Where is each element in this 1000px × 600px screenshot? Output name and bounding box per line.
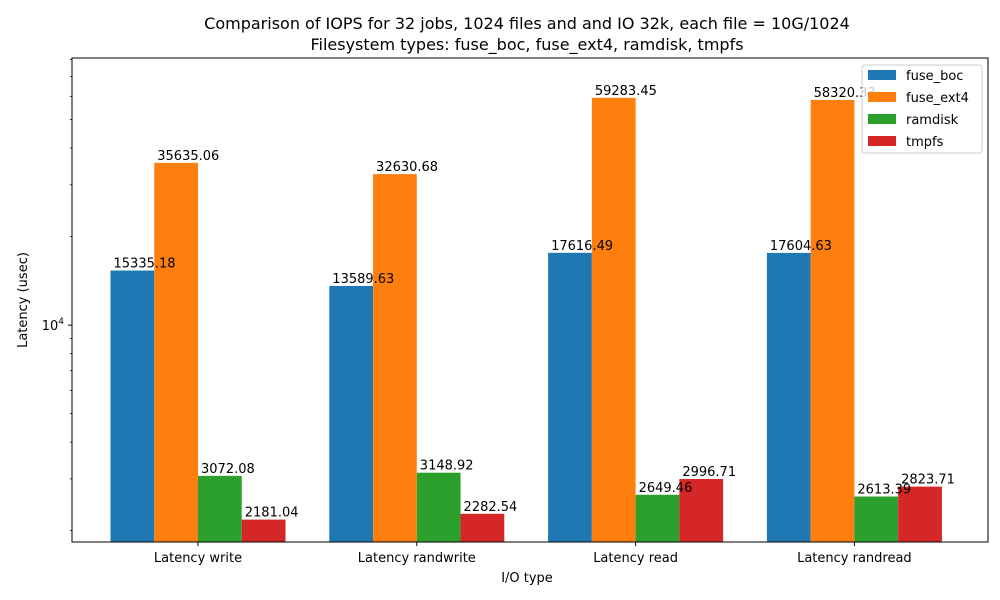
bar-value-label: 17616.49 [551,239,613,254]
legend: fuse_boc fuse_ext4 ramdisk tmpfs [861,64,983,154]
x-axis: Latency write Latency randwrite Latency re… [154,542,912,566]
value-labels-layer: 15335.18 35635.06 3072.08 2181.04 13589.63 32… [114,84,955,521]
bar-fuse-boc-latency-write [110,270,155,542]
bar-value-label: 2996.71 [682,465,736,480]
chart-title-line-2: Filesystem types: fuse_boc, fuse_ext4, r… [310,35,743,55]
bar-value-label: 32630.68 [376,160,438,175]
bar-value-label: 3148.92 [420,459,474,474]
bar-fuse-ext4-latency-read [591,97,636,543]
bar-fuse-ext4-latency-write [154,162,198,543]
x-tick-label: Latency read [593,551,678,566]
x-tick-label: Latency write [154,551,242,566]
bar-tmpfs-latency-write [241,519,286,542]
plot-frame [71,57,989,543]
bar-value-label: 58320.33 [814,86,876,101]
chart-title-line-1: Comparison of IOPS for 32 jobs, 1024 fil… [204,14,850,33]
legend-swatch-tmpfs [868,136,896,146]
bar-value-label: 2282.54 [464,500,518,515]
legend-swatch-ramdisk [868,114,896,124]
bar-fuse-ext4-latency-randread [810,99,855,542]
x-axis-label: I/O type [501,571,553,586]
bar-value-label: 17604.63 [770,239,832,254]
bar-tmpfs-latency-randwrite [460,513,505,542]
bar-tmpfs-latency-read [679,479,724,542]
legend-label-ramdisk: ramdisk [906,113,959,128]
bar-value-label: 13589.63 [332,272,394,287]
x-tick-label: Latency randwrite [358,551,476,566]
legend-label-fuse-ext4: fuse_ext4 [906,91,969,106]
bar-fuse-boc-latency-randread [766,252,811,542]
bar-value-label: 35635.06 [157,149,219,164]
bar-ramdisk-latency-write [198,475,242,542]
y-axis: 104 [42,59,72,532]
bar-value-label: 2613.39 [857,483,911,498]
bar-ramdisk-latency-read [635,494,680,542]
bar-value-label: 15335.18 [114,257,176,272]
legend-frame [861,64,983,154]
bar-value-label: 59283.45 [595,84,657,99]
bar-ramdisk-latency-randread [854,496,899,542]
bar-fuse-ext4-latency-randwrite [373,174,417,542]
bars-layer [110,97,942,543]
y-axis-label: Latency (usec) [16,252,31,348]
bar-ramdisk-latency-randwrite [416,472,461,542]
bar-tmpfs-latency-randread [898,486,942,542]
legend-label-fuse-boc: fuse_boc [906,69,963,84]
x-tick-label: Latency randread [797,551,912,566]
legend-swatch-fuse-boc [868,70,896,80]
y-tick-label: 104 [42,317,65,334]
bar-value-label: 3072.08 [201,462,255,477]
legend-swatch-fuse-ext4 [868,92,896,102]
bar-value-label: 2181.04 [245,506,299,521]
legend-label-tmpfs: tmpfs [906,135,944,150]
bar-fuse-boc-latency-read [548,252,592,542]
bar-value-label: 2823.71 [901,473,955,488]
bar-fuse-boc-latency-randwrite [329,285,374,542]
bar-value-label: 2649.46 [639,481,693,496]
